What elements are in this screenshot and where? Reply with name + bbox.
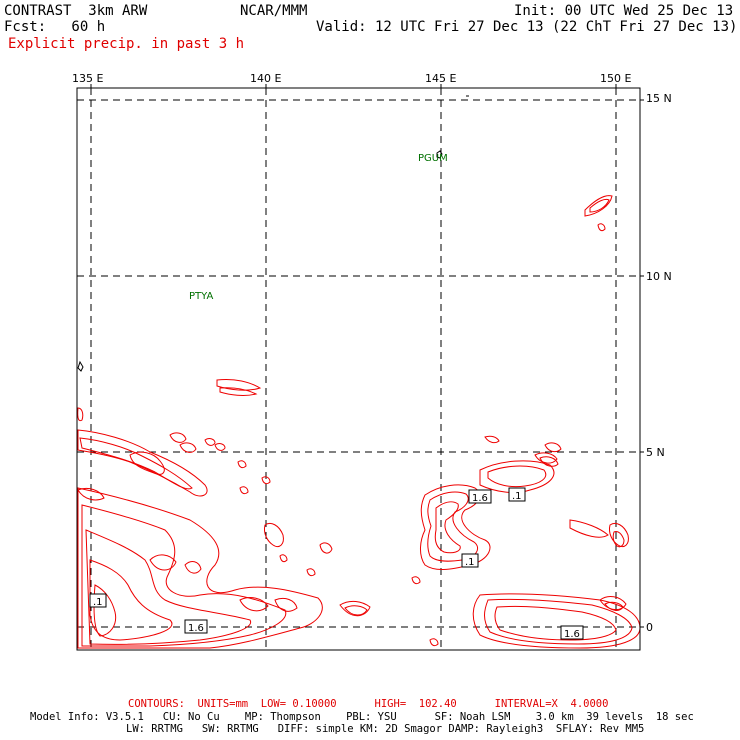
map-frame: [76, 87, 641, 651]
contour-label: 1.6: [472, 493, 488, 504]
organization-label: NCAR/MMM: [240, 3, 308, 19]
lon-label-140e: 140 E: [250, 72, 281, 85]
contour-label: .1: [512, 491, 522, 502]
lat-label-10n: 10 N: [646, 270, 672, 283]
lon-label-135e: 135 E: [72, 72, 103, 85]
valid-time: Valid: 12 UTC Fri 27 Dec 13 (22 ChT Fri …: [316, 19, 738, 35]
contour-label-boxes: 1.6 .1 .1 .1 1.6 1.6: [89, 487, 584, 640]
contour-label-box: [461, 553, 479, 568]
island-outlines: [77, 95, 469, 372]
model-info-line2: LW: RRTMG SW: RRTMG DIFF: simple KM: 2D …: [126, 723, 645, 735]
forecast-hour: Fcst: 60 h: [4, 19, 106, 35]
contour-label: 1.6: [188, 623, 204, 634]
contour-label-box: [468, 489, 492, 504]
lat-label-15n: 15 N: [646, 92, 672, 105]
station-label-ptya: PTYA: [189, 291, 213, 302]
contour-label-box: [184, 619, 208, 634]
lat-lon-grid: [77, 88, 640, 650]
contour-label: .1: [93, 597, 103, 608]
model-info-line1: Model Info: V3.5.1 CU: No Cu MP: Thompso…: [30, 711, 694, 723]
lat-label-5n: 5 N: [646, 446, 665, 459]
field-title: Explicit precip. in past 3 h: [8, 36, 245, 52]
lon-label-145e: 145 E: [425, 72, 456, 85]
contour-info: CONTOURS: UNITS=mm LOW= 0.10000 HIGH= 10…: [128, 698, 609, 710]
precip-contours: [77, 195, 641, 649]
model-title: CONTRAST 3km ARW: [4, 3, 148, 19]
station-label-pgum: PGUM: [418, 153, 448, 164]
contour-label: 1.6: [564, 629, 580, 640]
grid-ticks: [90, 84, 644, 628]
lon-label-150e: 150 E: [600, 72, 631, 85]
contour-label: .1: [465, 557, 475, 568]
contour-label-box: [508, 487, 526, 502]
init-time: Init: 00 UTC Wed 25 Dec 13: [514, 3, 734, 19]
lat-label-0: 0: [646, 621, 653, 634]
contour-label-box: [89, 593, 107, 608]
contour-label-box: [560, 625, 584, 640]
